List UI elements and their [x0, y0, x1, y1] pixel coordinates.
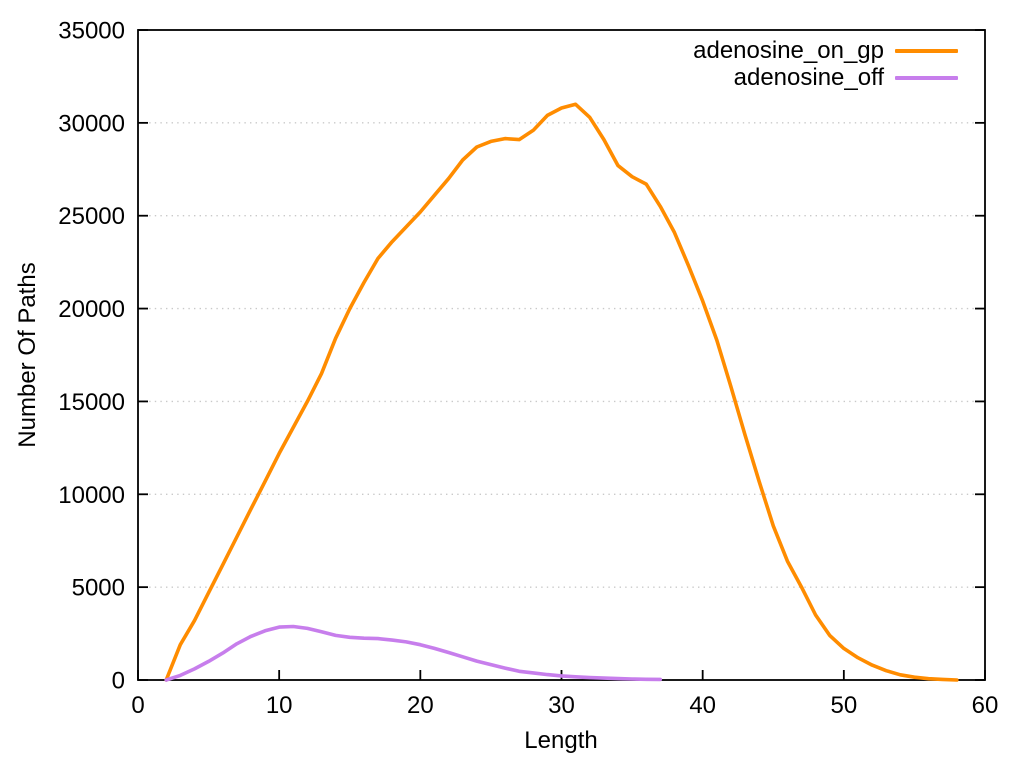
x-tick-label: 10	[266, 692, 293, 719]
x-tick-label: 40	[689, 692, 716, 719]
legend-item: adenosine_on_gp	[693, 38, 958, 64]
series-line-adenosine_off	[164, 624, 663, 682]
x-axis-title: Length	[524, 727, 598, 754]
y-tick-label: 0	[112, 668, 125, 695]
y-tick-label: 35000	[58, 18, 125, 45]
x-tick-label: 60	[972, 692, 999, 719]
legend-line-swatch	[895, 76, 958, 80]
x-tick-label: 20	[407, 692, 434, 719]
y-tick-label: 20000	[58, 296, 125, 323]
x-tick-label: 0	[131, 692, 144, 719]
legend-line-swatch	[895, 49, 958, 53]
legend-item: adenosine_off	[693, 65, 958, 91]
legend: adenosine_on_gp adenosine_off	[693, 38, 958, 91]
y-tick-label: 25000	[58, 203, 125, 230]
y-tick-label: 5000	[72, 575, 125, 602]
series-line-adenosine_on_gp	[164, 102, 959, 682]
plot-border	[137, 29, 986, 681]
x-tick-label: 50	[830, 692, 857, 719]
legend-label: adenosine_on_gp	[693, 37, 884, 64]
y-axis-title: Number Of Paths	[14, 262, 41, 448]
legend-label: adenosine_off	[733, 64, 884, 91]
x-tick-label: 30	[548, 692, 575, 719]
y-tick-label: 30000	[58, 110, 125, 137]
y-tick-label: 10000	[58, 482, 125, 509]
y-tick-label: 15000	[58, 389, 125, 416]
